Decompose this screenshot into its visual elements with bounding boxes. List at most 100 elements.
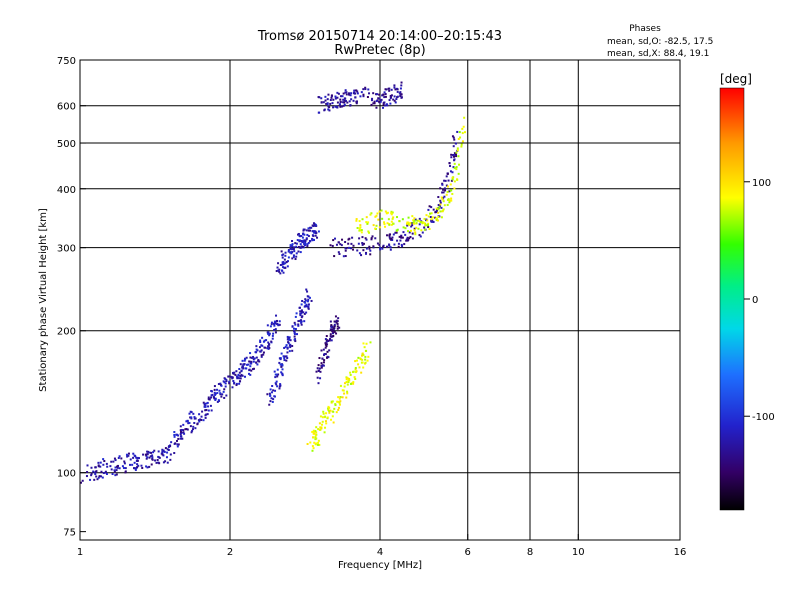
data-point	[361, 361, 364, 364]
data-point	[86, 471, 89, 474]
data-point	[386, 234, 389, 237]
data-point	[439, 201, 442, 204]
data-point	[456, 147, 459, 150]
data-point	[173, 433, 176, 436]
grid-lines	[80, 60, 680, 540]
data-point	[280, 352, 283, 355]
data-point	[260, 344, 263, 347]
data-point	[249, 352, 252, 355]
data-point	[317, 364, 320, 367]
y-tick-label: 500	[57, 139, 76, 150]
data-point	[162, 449, 165, 452]
data-point	[408, 223, 411, 226]
data-point	[298, 306, 301, 309]
data-point	[275, 380, 278, 383]
data-point	[392, 216, 395, 219]
data-point	[399, 87, 402, 90]
data-point	[457, 155, 460, 158]
colorbar-tick-label: 100	[752, 178, 771, 189]
data-point	[281, 263, 284, 266]
data-point	[390, 210, 393, 213]
data-point	[272, 332, 275, 335]
data-point	[267, 332, 270, 335]
data-point	[398, 92, 401, 95]
data-point	[216, 388, 219, 391]
data-point	[298, 246, 301, 249]
data-point	[421, 231, 424, 234]
data-point	[342, 389, 345, 392]
data-point	[362, 366, 365, 369]
data-point	[225, 379, 228, 382]
data-point	[288, 344, 291, 347]
data-point	[449, 170, 452, 173]
data-point	[326, 356, 329, 359]
data-point	[89, 478, 92, 481]
data-point	[401, 218, 404, 221]
data-point	[365, 238, 368, 241]
data-point	[417, 227, 420, 230]
data-point	[460, 145, 463, 148]
data-point	[461, 127, 464, 130]
data-point	[268, 332, 271, 335]
data-point	[395, 98, 398, 101]
data-point	[336, 320, 339, 323]
data-point	[446, 190, 449, 193]
y-tick-label: 600	[57, 102, 76, 113]
data-point	[296, 333, 299, 336]
data-point	[399, 91, 402, 94]
data-point	[281, 374, 284, 377]
data-point	[378, 243, 381, 246]
data-point	[305, 311, 308, 314]
data-point	[374, 237, 377, 240]
data-point	[239, 377, 242, 380]
data-point	[305, 303, 308, 306]
data-point	[334, 97, 337, 100]
data-point	[299, 310, 302, 313]
data-point	[97, 461, 100, 464]
data-point	[326, 416, 329, 419]
data-point	[281, 372, 284, 375]
data-point	[352, 99, 355, 102]
data-point	[297, 323, 300, 326]
data-point	[356, 90, 359, 93]
data-point	[86, 464, 89, 467]
data-point	[267, 345, 270, 348]
data-point	[335, 411, 338, 414]
data-point	[311, 449, 314, 452]
data-point	[332, 106, 335, 109]
data-point	[305, 237, 308, 240]
data-point	[276, 375, 279, 378]
data-point	[241, 359, 244, 362]
data-point	[282, 355, 285, 358]
data-point	[272, 398, 275, 401]
data-point	[129, 458, 132, 461]
data-point	[342, 255, 345, 258]
data-point	[457, 137, 460, 140]
data-point	[280, 363, 283, 366]
data-point	[364, 252, 367, 255]
data-point	[274, 328, 277, 331]
data-point	[269, 325, 272, 328]
data-point	[337, 251, 340, 254]
data-point	[322, 101, 325, 104]
data-point	[378, 226, 381, 229]
data-point	[448, 190, 451, 193]
data-point	[133, 467, 136, 470]
data-point	[350, 92, 353, 95]
data-point	[339, 400, 342, 403]
data-point	[338, 326, 341, 329]
data-point	[352, 248, 355, 251]
data-point	[278, 320, 281, 323]
data-point	[191, 428, 194, 431]
data-point	[210, 409, 213, 412]
data-point	[358, 237, 361, 240]
data-point	[379, 248, 382, 251]
data-point	[307, 305, 310, 308]
data-point	[287, 256, 290, 259]
data-point	[99, 465, 102, 468]
data-point	[303, 233, 306, 236]
data-point	[105, 462, 108, 465]
data-point	[452, 136, 455, 139]
data-point	[243, 363, 246, 366]
data-point	[279, 272, 282, 275]
